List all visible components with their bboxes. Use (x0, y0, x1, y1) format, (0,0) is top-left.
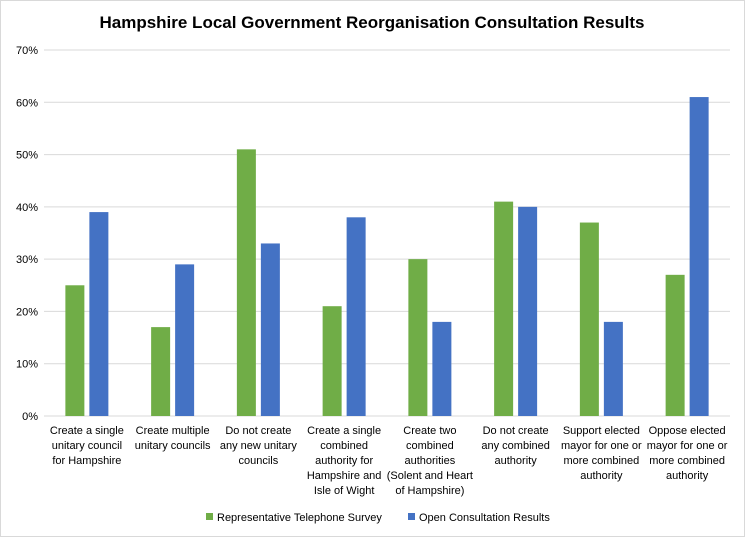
x-category-label: Create multiple unitary councils (135, 425, 211, 452)
bar-open-consultation (689, 97, 709, 417)
y-tick-label: 30% (16, 254, 38, 266)
x-category-label-line: Isle of Wight (314, 485, 375, 497)
y-tick-label: 60% (16, 97, 38, 109)
bar-telephone-survey (408, 259, 428, 416)
chart-title: Hampshire Local Government Reorganisatio… (99, 13, 644, 32)
legend: Representative Telephone Survey Open Cons… (206, 512, 550, 524)
x-category-label: Do not create any new unitary councils (220, 425, 298, 467)
x-category-label-line: authority for (315, 455, 373, 467)
legend-label: Open Consultation Results (419, 512, 550, 524)
x-category-label: Create a single combined authority for Hamp… (307, 425, 382, 497)
x-category-label-line: of Hampshire) (395, 485, 464, 497)
x-category-label-line: combined (320, 440, 368, 452)
x-category-label-line: (Solent and Heart (387, 470, 473, 482)
bar-telephone-survey (579, 222, 599, 416)
x-category-label-line: combined (406, 440, 454, 452)
gridlines (44, 49, 730, 417)
y-tick-label: 70% (16, 45, 38, 57)
x-category-label-line: Create a single (50, 425, 124, 437)
bar-open-consultation (432, 321, 452, 416)
x-category-label-line: authority (580, 470, 623, 482)
x-category-label-line: Create a single (307, 425, 381, 437)
x-category-label-line: Support elected (563, 425, 640, 437)
x-category-label-line: any combined (481, 440, 550, 452)
x-category-label-line: more combined (649, 455, 725, 467)
x-category-label-line: Create multiple (136, 425, 210, 437)
y-tick-label: 20% (16, 306, 38, 318)
x-category-label-line: authorities (404, 455, 455, 467)
x-category-label-line: for Hampshire (52, 455, 121, 467)
x-category-label-line: authority (666, 470, 709, 482)
x-category-label-line: councils (239, 455, 279, 467)
y-tick-label: 40% (16, 202, 38, 214)
legend-label: Representative Telephone Survey (217, 512, 382, 524)
x-category-label-line: unitary council (52, 440, 122, 452)
bars (65, 97, 709, 417)
y-tick-label: 50% (16, 150, 38, 162)
x-axis-category-labels: Create a single unitary council for Hampsh… (50, 425, 728, 497)
bar-telephone-survey (65, 285, 85, 416)
x-category-label: Oppose elected mayor for one or more combi… (647, 425, 728, 482)
y-tick-label: 10% (16, 359, 38, 371)
bar-open-consultation (346, 217, 366, 416)
x-category-label: Support elected mayor for one or more comb… (561, 425, 642, 482)
x-category-label: Create two combined authorities (Solent and… (387, 425, 473, 497)
bar-open-consultation (89, 212, 109, 416)
x-category-label-line: any new unitary (220, 440, 298, 452)
x-category-label-line: Do not create (225, 425, 291, 437)
x-category-label: Do not create any combined authority (481, 425, 550, 467)
x-category-label-line: authority (495, 455, 538, 467)
x-category-label-line: Oppose elected (649, 425, 726, 437)
bar-telephone-survey (322, 306, 342, 416)
bar-telephone-survey (151, 327, 171, 416)
bar-open-consultation (603, 321, 623, 416)
bar-open-consultation (518, 206, 538, 416)
x-category-label: Create a single unitary council for Hampsh… (50, 425, 124, 467)
y-tick-label: 0% (22, 411, 38, 423)
bar-open-consultation (260, 243, 280, 416)
x-category-label-line: mayor for one or (647, 440, 728, 452)
bar-telephone-survey (236, 149, 256, 417)
legend-swatch (408, 513, 415, 520)
y-axis-tick-labels: 0% 10% 20% 30% 40% 50% 60% 70% (16, 45, 38, 423)
bar-open-consultation (175, 264, 195, 416)
bar-telephone-survey (665, 274, 685, 416)
bar-telephone-survey (494, 201, 514, 416)
x-category-label-line: Create two (403, 425, 456, 437)
x-category-label-line: more combined (563, 455, 639, 467)
legend-swatch (206, 513, 213, 520)
x-category-label-line: unitary councils (135, 440, 211, 452)
x-category-label-line: Hampshire and (307, 470, 382, 482)
x-category-label-line: Do not create (483, 425, 549, 437)
x-category-label-line: mayor for one or (561, 440, 642, 452)
